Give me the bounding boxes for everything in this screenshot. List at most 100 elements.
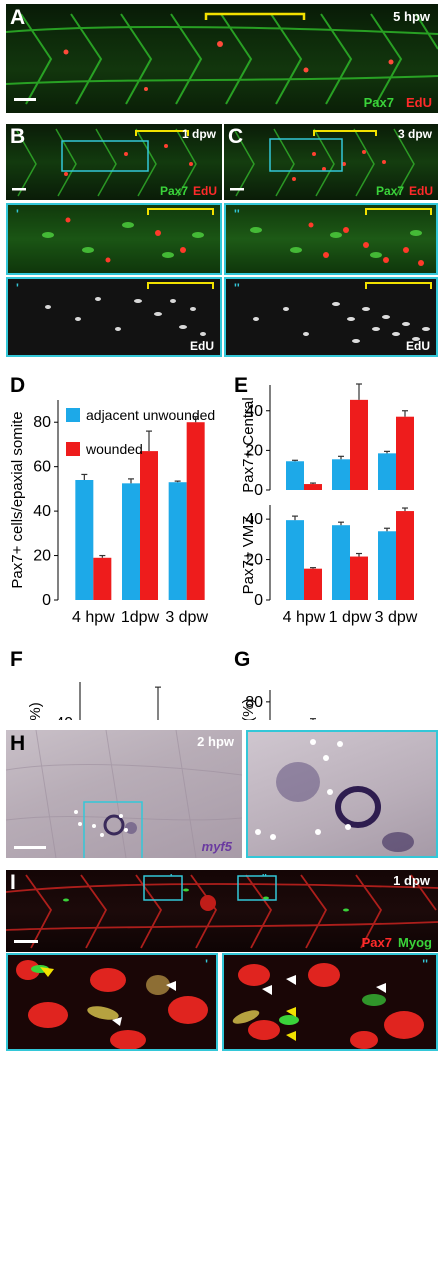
chart-d: 0 20 40 60 80 Pax7+ cells/epaxial somite 4 hpw…	[9, 400, 215, 626]
micrograph-b-inset-merge: '	[6, 203, 222, 275]
y-tick-label: 0	[42, 592, 51, 609]
panel-letter-b: B	[10, 125, 26, 148]
micrograph-c-inset-merge-texture	[250, 208, 432, 266]
bar-adjacent	[332, 459, 350, 490]
micrograph-b-texture	[12, 128, 197, 197]
panel-letter-a: A	[10, 6, 26, 29]
panel-letter-h: H	[10, 732, 26, 755]
y-tick-label: 20	[245, 442, 263, 459]
bar-wounded	[350, 399, 368, 490]
panel-c-time: 3 dpw	[397, 127, 432, 141]
legend-label: adjacent unwounded	[86, 407, 215, 423]
panel-c-inset1-mark: ''	[234, 207, 240, 221]
panel-a-time: 5 hpw	[393, 9, 430, 24]
panel-b-time: 1 dpw	[181, 127, 216, 141]
panel-i-time: 1 dpw	[393, 873, 430, 888]
micrograph-a: 5 hpw Pax7 EdU	[6, 4, 438, 113]
micrograph-c: 3 dpw Pax7 EdU	[224, 124, 438, 200]
bar-wounded	[396, 511, 414, 600]
panel-h-gene: myf5	[201, 839, 232, 854]
panel-letter-d: D	[10, 374, 26, 397]
y-axis-label: Pax7+ Central	[240, 397, 257, 492]
micrograph-c-inset-merge: ''	[224, 203, 438, 275]
x-tick-label: 3 dpw	[165, 609, 208, 626]
micrograph-h-texture	[6, 730, 242, 858]
y-tick-label: 20	[33, 548, 51, 565]
bar-adjacent	[168, 482, 187, 600]
y-tick-label: 80	[245, 694, 263, 711]
panel-i-box1-mark: '	[170, 873, 173, 884]
legend-swatch	[66, 408, 80, 422]
bar-adjacent	[75, 480, 94, 600]
micrograph-h-inset	[246, 730, 438, 858]
y-tick-label: 0	[254, 482, 263, 499]
panel-b-inset2-mark: '	[16, 281, 19, 295]
y-tick-label: 20	[245, 552, 263, 569]
micrograph-b: 1 dpw Pax7 EdU	[6, 124, 222, 200]
panel-b-inset1-mark: '	[16, 207, 19, 221]
bar-wounded	[140, 451, 158, 600]
bar-adjacent	[286, 520, 304, 600]
y-axis-label: Pax7+ cells/epaxial somite	[9, 411, 26, 588]
bar-wounded	[186, 422, 205, 600]
y-tick-label: 40	[245, 511, 263, 528]
panel-h-time: 2 hpw	[197, 734, 234, 749]
y-tick-label: 40	[245, 403, 263, 420]
y-axis-label: Pax7+Myog+/Pax7+ (%)	[240, 698, 257, 720]
bar-adjacent	[332, 525, 350, 600]
x-tick-label: 4 hpw	[283, 609, 326, 626]
micrograph-b-inset-merge-texture	[42, 208, 214, 263]
y-tick-label: 80	[33, 414, 51, 431]
micrograph-c-inset-edu-texture	[253, 282, 432, 343]
panel-letter-c: C	[228, 125, 244, 148]
bar-adjacent	[122, 483, 140, 600]
micrograph-i-inset1: '	[6, 953, 218, 1051]
micrograph-c-inset-edu: '' EdU	[224, 277, 438, 357]
bar-adjacent	[378, 453, 396, 490]
bar-wounded	[93, 557, 112, 600]
panel-b-stain-pax7: Pax7	[159, 184, 188, 198]
micrograph-i-inset2: ''	[222, 953, 438, 1051]
panel-b-stain-edu: EdU	[193, 184, 217, 198]
panel-i-inset1-mark: '	[205, 957, 208, 971]
bar-wounded	[304, 484, 322, 490]
y-axis-label: Pax7+EdU+/Pax7+ (%)	[27, 702, 44, 720]
panel-a-stain-edu: EdU	[406, 95, 432, 110]
bar-wounded	[304, 568, 322, 600]
micrograph-b-inset-edu: ' EdU	[6, 277, 222, 357]
micrograph-i-inset2-texture	[232, 963, 424, 1049]
x-tick-label: 1 dpw	[329, 609, 372, 626]
x-tick-label: 4 hpw	[72, 609, 115, 626]
panel-letter-i: I	[10, 871, 16, 894]
legend-label: wounded	[85, 441, 143, 457]
bar-adjacent	[378, 531, 396, 600]
micrograph-i: ' '' 1 dpw Pax7 Myog	[6, 870, 438, 952]
panel-c-stain-edu: EdU	[409, 184, 433, 198]
panel-b-inset2-label: EdU	[190, 339, 214, 353]
y-axis-label: Pax7+ VMZ	[240, 516, 257, 595]
micrograph-i-inset1-texture	[16, 960, 208, 1049]
x-tick-label: 3 dpw	[375, 609, 418, 626]
bar-wounded	[350, 556, 368, 600]
bar-adjacent	[286, 461, 304, 490]
charts-area: 0 20 40 60 80 Pax7+ cells/epaxial somite 4 hpw…	[9, 383, 418, 720]
panel-letter-f: F	[10, 648, 23, 671]
y-tick-label: 40	[55, 715, 73, 720]
panel-i-box2-mark: ''	[262, 873, 267, 884]
micrograph-i-texture	[6, 874, 438, 949]
panel-i-stain-pax7: Pax7	[361, 935, 392, 950]
bar-wounded	[396, 416, 414, 490]
micrograph-h: 2 hpw myf5	[6, 730, 242, 858]
panel-i-stain-myog: Myog	[398, 935, 432, 950]
micrograph-h-inset-texture	[255, 739, 414, 852]
panel-c-stain-pax7: Pax7	[375, 184, 404, 198]
panel-c-inset2-label: EdU	[406, 339, 430, 353]
micrograph-b-inset-edu-texture	[45, 282, 214, 336]
micrograph-c-texture	[230, 128, 415, 197]
x-tick-label: 1dpw	[121, 609, 160, 626]
panel-c-inset2-mark: ''	[234, 281, 240, 295]
legend-swatch	[66, 442, 80, 456]
